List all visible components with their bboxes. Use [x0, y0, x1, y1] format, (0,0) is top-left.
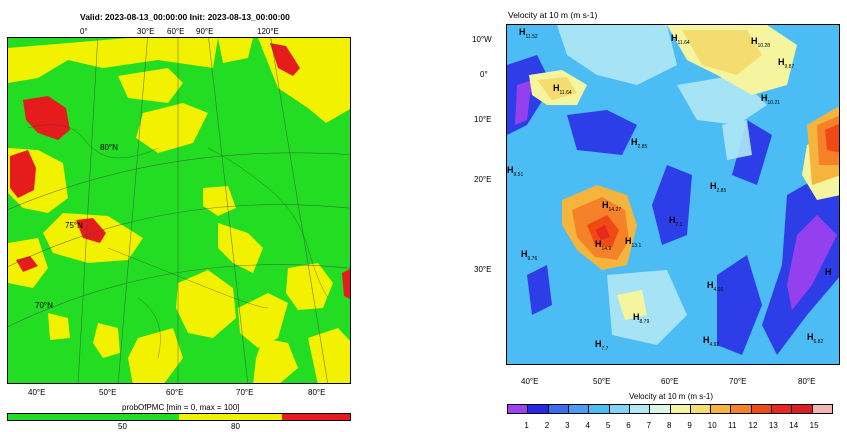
legend-swatch — [508, 405, 529, 413]
left-legend-title: probOfPMC [min = 0, max = 100] — [122, 403, 240, 412]
right-lat-10w: 10°W — [472, 35, 492, 44]
left-map-field — [8, 38, 350, 383]
legend-tick: 11 — [728, 421, 737, 430]
high-label: H9.76 — [521, 249, 538, 262]
right-map-field — [507, 25, 839, 364]
right-lat-0: 0° — [480, 70, 488, 79]
left-legend-colorbar — [7, 413, 351, 421]
left-lat-70n: 70°N — [35, 301, 53, 310]
high-label: H13.1 — [625, 236, 642, 249]
left-bottom-lon-70e: 70°E — [236, 388, 254, 397]
right-lat-10e: 10°E — [474, 115, 492, 124]
high-label: H11.64 — [671, 33, 690, 46]
legend-swatch — [731, 405, 752, 413]
right-legend-title: Velocity at 10 m (m s-1) — [629, 392, 714, 401]
legend-tick: 1 — [524, 421, 529, 430]
left-map-frame: 80°N 75°N 70°N — [7, 37, 351, 384]
left-top-lon-60e: 60°E — [167, 27, 185, 36]
left-top-lon-30e: 30°E — [137, 27, 155, 36]
legend-swatch-green — [8, 414, 179, 420]
left-top-lon-120e: 120°E — [257, 27, 279, 36]
legend-swatch — [568, 405, 590, 413]
right-legend-ticks: 1 2 3 4 5 6 7 8 9 10 11 12 13 14 15 — [507, 421, 833, 431]
high-label: H9.87 — [778, 57, 795, 70]
legend-tick: 12 — [748, 421, 758, 430]
left-map-title: Valid: 2023-08-13_00:00:00 Init: 2023-08… — [80, 12, 290, 22]
legend-tick: 3 — [565, 421, 570, 430]
high-label: H11.52 — [519, 27, 538, 40]
legend-swatch — [589, 405, 610, 413]
legend-swatch-yellow — [179, 414, 282, 420]
high-label: H8.79 — [633, 312, 650, 325]
legend-tick: 14 — [789, 421, 799, 430]
left-legend-tick-80: 80 — [231, 422, 240, 431]
legend-swatch — [792, 405, 813, 413]
high-label: H4.92 — [703, 335, 720, 348]
legend-tick: 8 — [667, 421, 672, 430]
legend-tick: 6 — [626, 421, 631, 430]
right-lat-20e: 20°E — [474, 175, 492, 184]
left-legend-tick-50: 50 — [118, 422, 127, 431]
legend-swatch — [629, 405, 651, 413]
right-lon-50e: 50°E — [593, 377, 611, 386]
high-label: H14.9 — [595, 239, 612, 252]
legend-swatch — [690, 405, 712, 413]
high-label: H — [825, 267, 832, 277]
legend-tick: 10 — [707, 421, 717, 430]
legend-swatch — [711, 405, 732, 413]
high-label: H10.21 — [761, 93, 781, 106]
legend-tick: 13 — [768, 421, 778, 430]
legend-swatch — [528, 405, 549, 413]
legend-tick: 15 — [809, 421, 819, 430]
high-label: H7.7 — [595, 339, 609, 352]
high-label: H2.85 — [631, 137, 648, 150]
right-map-title: Velocity at 10 m (m s-1) — [508, 10, 598, 20]
left-bottom-lon-80e: 80°E — [308, 388, 326, 397]
legend-swatch — [670, 405, 691, 413]
left-bottom-lon-40e: 40°E — [28, 388, 46, 397]
left-bottom-lon-50e: 50°E — [99, 388, 117, 397]
high-label: H14.27 — [602, 200, 622, 213]
high-label: H4.01 — [707, 280, 724, 293]
left-lat-80n: 80°N — [100, 143, 118, 152]
legend-swatch-red — [281, 414, 350, 420]
right-map-frame: H11.52 H11.64 H10.28 H9.87 H11.64 H10.21… — [506, 24, 840, 365]
legend-swatch — [548, 405, 569, 413]
legend-swatch — [609, 405, 630, 413]
high-label: H9.51 — [507, 165, 524, 178]
legend-swatch — [751, 405, 773, 413]
left-lat-75n: 75°N — [65, 221, 83, 230]
right-lon-80e: 80°E — [798, 377, 816, 386]
high-label: H10.28 — [751, 36, 771, 49]
legend-swatch — [772, 405, 793, 413]
left-top-lon-0: 0° — [80, 27, 88, 36]
legend-swatch — [812, 405, 832, 413]
left-top-lon-90e: 90°E — [196, 27, 214, 36]
legend-tick: 7 — [646, 421, 652, 430]
legend-tick: 2 — [544, 421, 550, 430]
right-lat-30e: 30°E — [474, 265, 492, 274]
high-label: H2.85 — [710, 181, 727, 194]
right-legend-colorbar — [507, 404, 833, 414]
right-lon-70e: 70°E — [729, 377, 747, 386]
legend-tick: 4 — [585, 421, 590, 430]
legend-swatch — [650, 405, 671, 413]
right-lon-60e: 60°E — [661, 377, 679, 386]
legend-tick: 5 — [605, 421, 611, 430]
high-label: H7.1 — [669, 215, 683, 228]
legend-tick: 9 — [687, 421, 692, 430]
left-bottom-lon-60e: 60°E — [166, 388, 184, 397]
right-lon-40e: 40°E — [521, 377, 539, 386]
high-label: H11.64 — [553, 83, 572, 96]
high-label: H6.82 — [807, 332, 824, 345]
